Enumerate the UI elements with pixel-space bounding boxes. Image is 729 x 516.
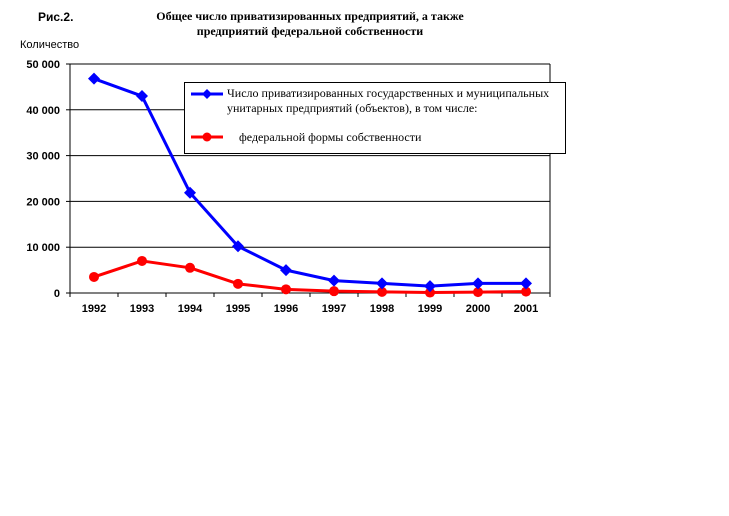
legend-label-1: Число приватизированных государственных … [227, 86, 550, 115]
data-point [473, 287, 483, 298]
chart-title-line-2: предприятий федеральной собственности [196, 24, 424, 38]
data-point [280, 264, 292, 277]
y-tick-label: 50 000 [26, 59, 60, 71]
data-point [521, 286, 531, 297]
x-tick-label: 1994 [178, 303, 203, 315]
series-line-2 [93, 259, 527, 295]
y-tick-label: 40 000 [26, 105, 60, 117]
chart-title: Общее число приватизированных предприяти… [110, 9, 510, 39]
data-point [329, 286, 339, 297]
series-line-1 [93, 77, 526, 288]
data-point [184, 186, 196, 199]
data-point [376, 277, 388, 290]
data-point [425, 287, 435, 298]
x-tick-label: 1998 [370, 303, 394, 315]
x-tick-label: 2001 [514, 303, 538, 315]
data-point [88, 72, 100, 85]
chart-title-line-1: Общее число приватизированных предприяти… [156, 9, 464, 23]
x-tick-label: 1999 [418, 303, 442, 315]
x-tick-label: 1996 [274, 303, 298, 315]
x-tick-label: 1992 [82, 303, 106, 315]
data-point [89, 271, 99, 282]
y-tick-label: 20 000 [26, 196, 60, 208]
y-tick-label: 10 000 [26, 242, 60, 254]
x-tick-label: 1993 [130, 303, 154, 315]
data-point [520, 277, 532, 290]
legend: Число приватизированных государственных … [184, 82, 566, 154]
data-point [377, 286, 387, 297]
data-point [185, 262, 195, 273]
data-point [232, 240, 244, 253]
y-tick-label: 30 000 [26, 151, 60, 163]
data-point [136, 90, 148, 103]
data-point [281, 284, 291, 295]
data-point [328, 274, 340, 287]
figure-label: Рис.2. [38, 10, 74, 24]
data-point [424, 280, 436, 293]
legend-label-2: федеральной формы собственности [239, 130, 422, 144]
legend-swatch-2 [191, 132, 223, 142]
x-tick-labels: 1992 1993 1994 1995 1996 1997 1998 1999 2000 2001 [82, 303, 538, 315]
y-tick-labels: 0 10 000 20 000 30 000 40 000 50 000 [26, 59, 60, 300]
legend-swatch-1 [191, 89, 223, 99]
x-tick-label: 1997 [322, 303, 346, 315]
series-group [88, 72, 532, 298]
y-axis-label: Количество [20, 39, 80, 51]
x-tick-label: 1995 [226, 303, 250, 315]
data-point [472, 277, 484, 290]
x-tick-label: 2000 [466, 303, 490, 315]
data-point [137, 255, 147, 266]
data-point [233, 278, 243, 289]
y-tick-label: 0 [54, 288, 60, 300]
